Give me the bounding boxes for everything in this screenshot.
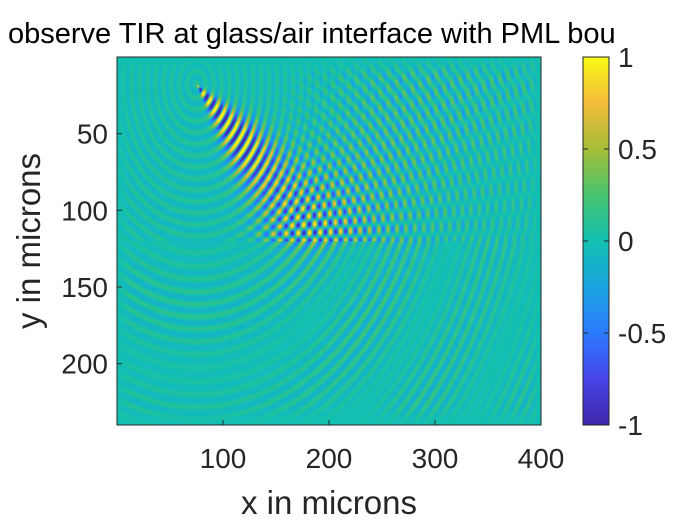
colorbar-tick-label: -1 (618, 410, 643, 441)
colorbar-tick-label: 0 (618, 226, 634, 257)
x-tick-label: 400 (518, 443, 565, 474)
colorbar-tick-label: -0.5 (618, 318, 666, 349)
colorbar-tick-label: 0.5 (618, 134, 657, 165)
y-axis-label: y in microns (10, 153, 47, 329)
x-tick-label: 200 (306, 443, 353, 474)
x-tick-label: 300 (412, 443, 459, 474)
chart-title: observe TIR at glass/air interface with … (8, 18, 616, 50)
colorbar-tick-label: 1 (618, 42, 634, 73)
y-tick-label: 150 (61, 272, 108, 303)
plot-area (116, 56, 542, 426)
x-axis-label: x in microns (241, 484, 417, 521)
y-tick-label: 100 (61, 195, 108, 226)
x-axis: 100 200 300 400 (200, 420, 565, 474)
x-tick-label: 100 (200, 443, 247, 474)
y-tick-label: 50 (77, 119, 108, 150)
colorbar-ticks: 1 0.5 0 -0.5 -1 (583, 42, 666, 441)
y-tick-label: 200 (61, 349, 108, 380)
y-axis: 50 100 150 200 (61, 119, 122, 380)
heatmap-image (117, 57, 541, 425)
